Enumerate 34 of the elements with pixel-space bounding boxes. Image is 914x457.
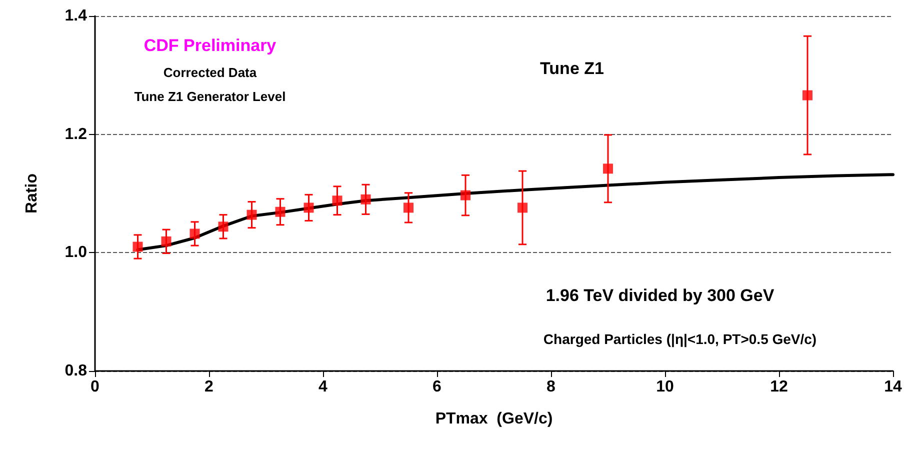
y-axis-title: Ratio: [24, 173, 40, 214]
annotation: 1.96 TeV divided by 300 GeV: [546, 286, 775, 305]
annotation: CDF Preliminary: [144, 36, 277, 55]
point: [132, 242, 143, 252]
point: [275, 206, 286, 217]
x-tick-label: 8: [546, 378, 556, 396]
annotation: Corrected Data: [163, 65, 258, 80]
point: [304, 202, 314, 213]
annotation: Charged Particles (|η|<1.0, PT>0.5 GeV/c): [543, 331, 817, 348]
x-tick-label: 6: [432, 378, 442, 396]
point: [246, 210, 257, 220]
y-tick-label: 0.8: [64, 362, 88, 380]
point: [802, 90, 812, 100]
point: [332, 196, 342, 206]
x-tick-label: 4: [318, 378, 328, 396]
x-tick-label: 14: [884, 378, 902, 396]
x-axis-title: PTmax (GeV/c): [435, 410, 553, 428]
x-tick-label: 0: [90, 378, 100, 396]
x-tick-label: 12: [770, 378, 788, 396]
point: [161, 236, 172, 246]
point: [190, 228, 200, 239]
point: [360, 194, 371, 204]
point: [218, 222, 228, 232]
y-tick-label: 1.2: [64, 126, 88, 143]
annotation: Tune Z1: [540, 59, 604, 78]
x-tick-label: 10: [656, 378, 674, 396]
x-tick-label: 2: [204, 378, 214, 396]
annotation: Tune Z1 Generator Level: [134, 89, 286, 104]
y-tick-label: 1.0: [64, 244, 88, 262]
point: [603, 164, 613, 174]
point: [460, 190, 470, 200]
y-tick-label: 1.4: [64, 8, 88, 24]
point: [518, 202, 528, 213]
point: [404, 202, 414, 213]
